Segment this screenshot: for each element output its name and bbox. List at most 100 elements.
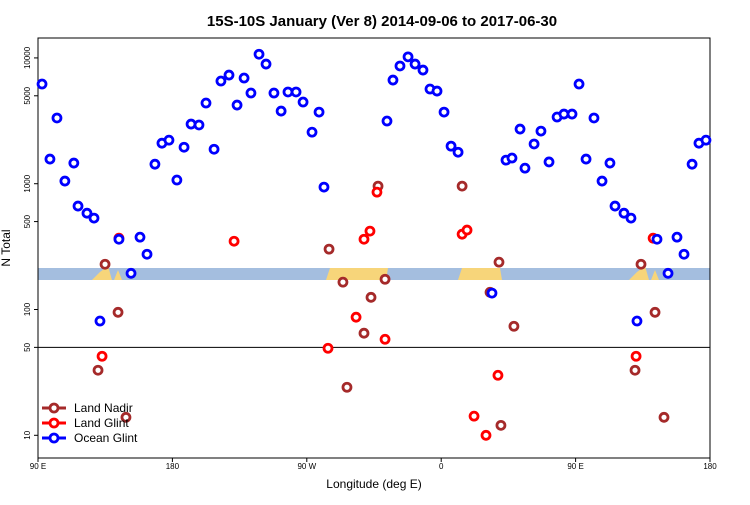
point <box>588 112 600 124</box>
point <box>543 156 555 168</box>
y-axis-label: N Total <box>0 229 13 266</box>
point <box>394 60 406 72</box>
point <box>417 64 429 76</box>
point <box>113 233 125 245</box>
point <box>658 411 670 423</box>
x-tick-label: 180 <box>703 462 717 471</box>
point <box>231 99 243 111</box>
y-tick-label: 1000 <box>23 174 32 192</box>
point <box>358 233 370 245</box>
point <box>649 306 661 318</box>
point <box>94 315 106 327</box>
point <box>493 256 505 268</box>
point <box>134 231 146 243</box>
legend-label: Land Nadir <box>74 401 133 415</box>
point <box>445 140 457 152</box>
land-strip <box>629 266 649 280</box>
point <box>193 119 205 131</box>
point <box>178 141 190 153</box>
point <box>228 235 240 247</box>
point <box>495 419 507 431</box>
point <box>341 381 353 393</box>
point <box>215 75 227 87</box>
point <box>337 276 349 288</box>
point <box>96 350 108 362</box>
point <box>59 175 71 187</box>
x-axis-label: Longitude (deg E) <box>326 477 421 491</box>
point <box>322 342 334 354</box>
y-tick-label: 10000 <box>23 46 32 69</box>
point <box>438 106 450 118</box>
point <box>36 78 48 90</box>
land-strip <box>92 266 112 280</box>
point <box>596 175 608 187</box>
point <box>631 315 643 327</box>
point <box>625 212 637 224</box>
point <box>508 320 520 332</box>
point <box>379 333 391 345</box>
legend-marker <box>48 402 60 414</box>
point <box>678 248 690 260</box>
point <box>456 180 468 192</box>
point <box>431 85 443 97</box>
point <box>364 225 376 237</box>
land-strip <box>458 268 502 280</box>
point <box>163 134 175 146</box>
point <box>461 224 473 236</box>
point <box>514 123 526 135</box>
y-tick-label: 10 <box>23 430 32 439</box>
point <box>609 200 621 212</box>
point <box>99 258 111 270</box>
point <box>506 152 518 164</box>
land-strip <box>651 270 659 280</box>
chart-title: 15S-10S January (Ver 8) 2014-09-06 to 20… <box>207 13 557 30</box>
x-tick-label: 90 W <box>297 462 316 471</box>
point <box>44 153 56 165</box>
point <box>149 158 161 170</box>
point <box>51 112 63 124</box>
series <box>92 180 670 431</box>
point <box>528 138 540 150</box>
x-tick-label: 90 E <box>30 462 46 471</box>
point <box>88 212 100 224</box>
point <box>72 200 84 212</box>
point <box>671 231 683 243</box>
legend-label: Ocean Glint <box>74 431 138 445</box>
point <box>208 143 220 155</box>
point <box>662 267 674 279</box>
point <box>275 105 287 117</box>
legend-marker <box>48 432 60 444</box>
point <box>630 350 642 362</box>
point <box>566 108 578 120</box>
point <box>313 106 325 118</box>
point <box>492 369 504 381</box>
point <box>635 258 647 270</box>
point <box>268 87 280 99</box>
legend-label: Land Glint <box>74 416 129 430</box>
point <box>365 291 377 303</box>
point <box>238 72 250 84</box>
point <box>480 429 492 441</box>
point <box>402 51 414 63</box>
point <box>618 207 630 219</box>
point <box>68 157 80 169</box>
land-strip <box>326 268 388 280</box>
point <box>651 233 663 245</box>
y-tick-label: 100 <box>23 302 32 316</box>
point <box>573 78 585 90</box>
point <box>112 306 124 318</box>
point <box>604 157 616 169</box>
x-tick-label: 90 E <box>567 462 583 471</box>
point <box>350 311 362 323</box>
point <box>381 115 393 127</box>
point <box>686 158 698 170</box>
point <box>468 410 480 422</box>
point <box>387 74 399 86</box>
legend-marker <box>48 417 60 429</box>
point <box>290 86 302 98</box>
point <box>245 87 257 99</box>
point <box>580 153 592 165</box>
x-tick-label: 180 <box>166 462 180 471</box>
point <box>486 287 498 299</box>
